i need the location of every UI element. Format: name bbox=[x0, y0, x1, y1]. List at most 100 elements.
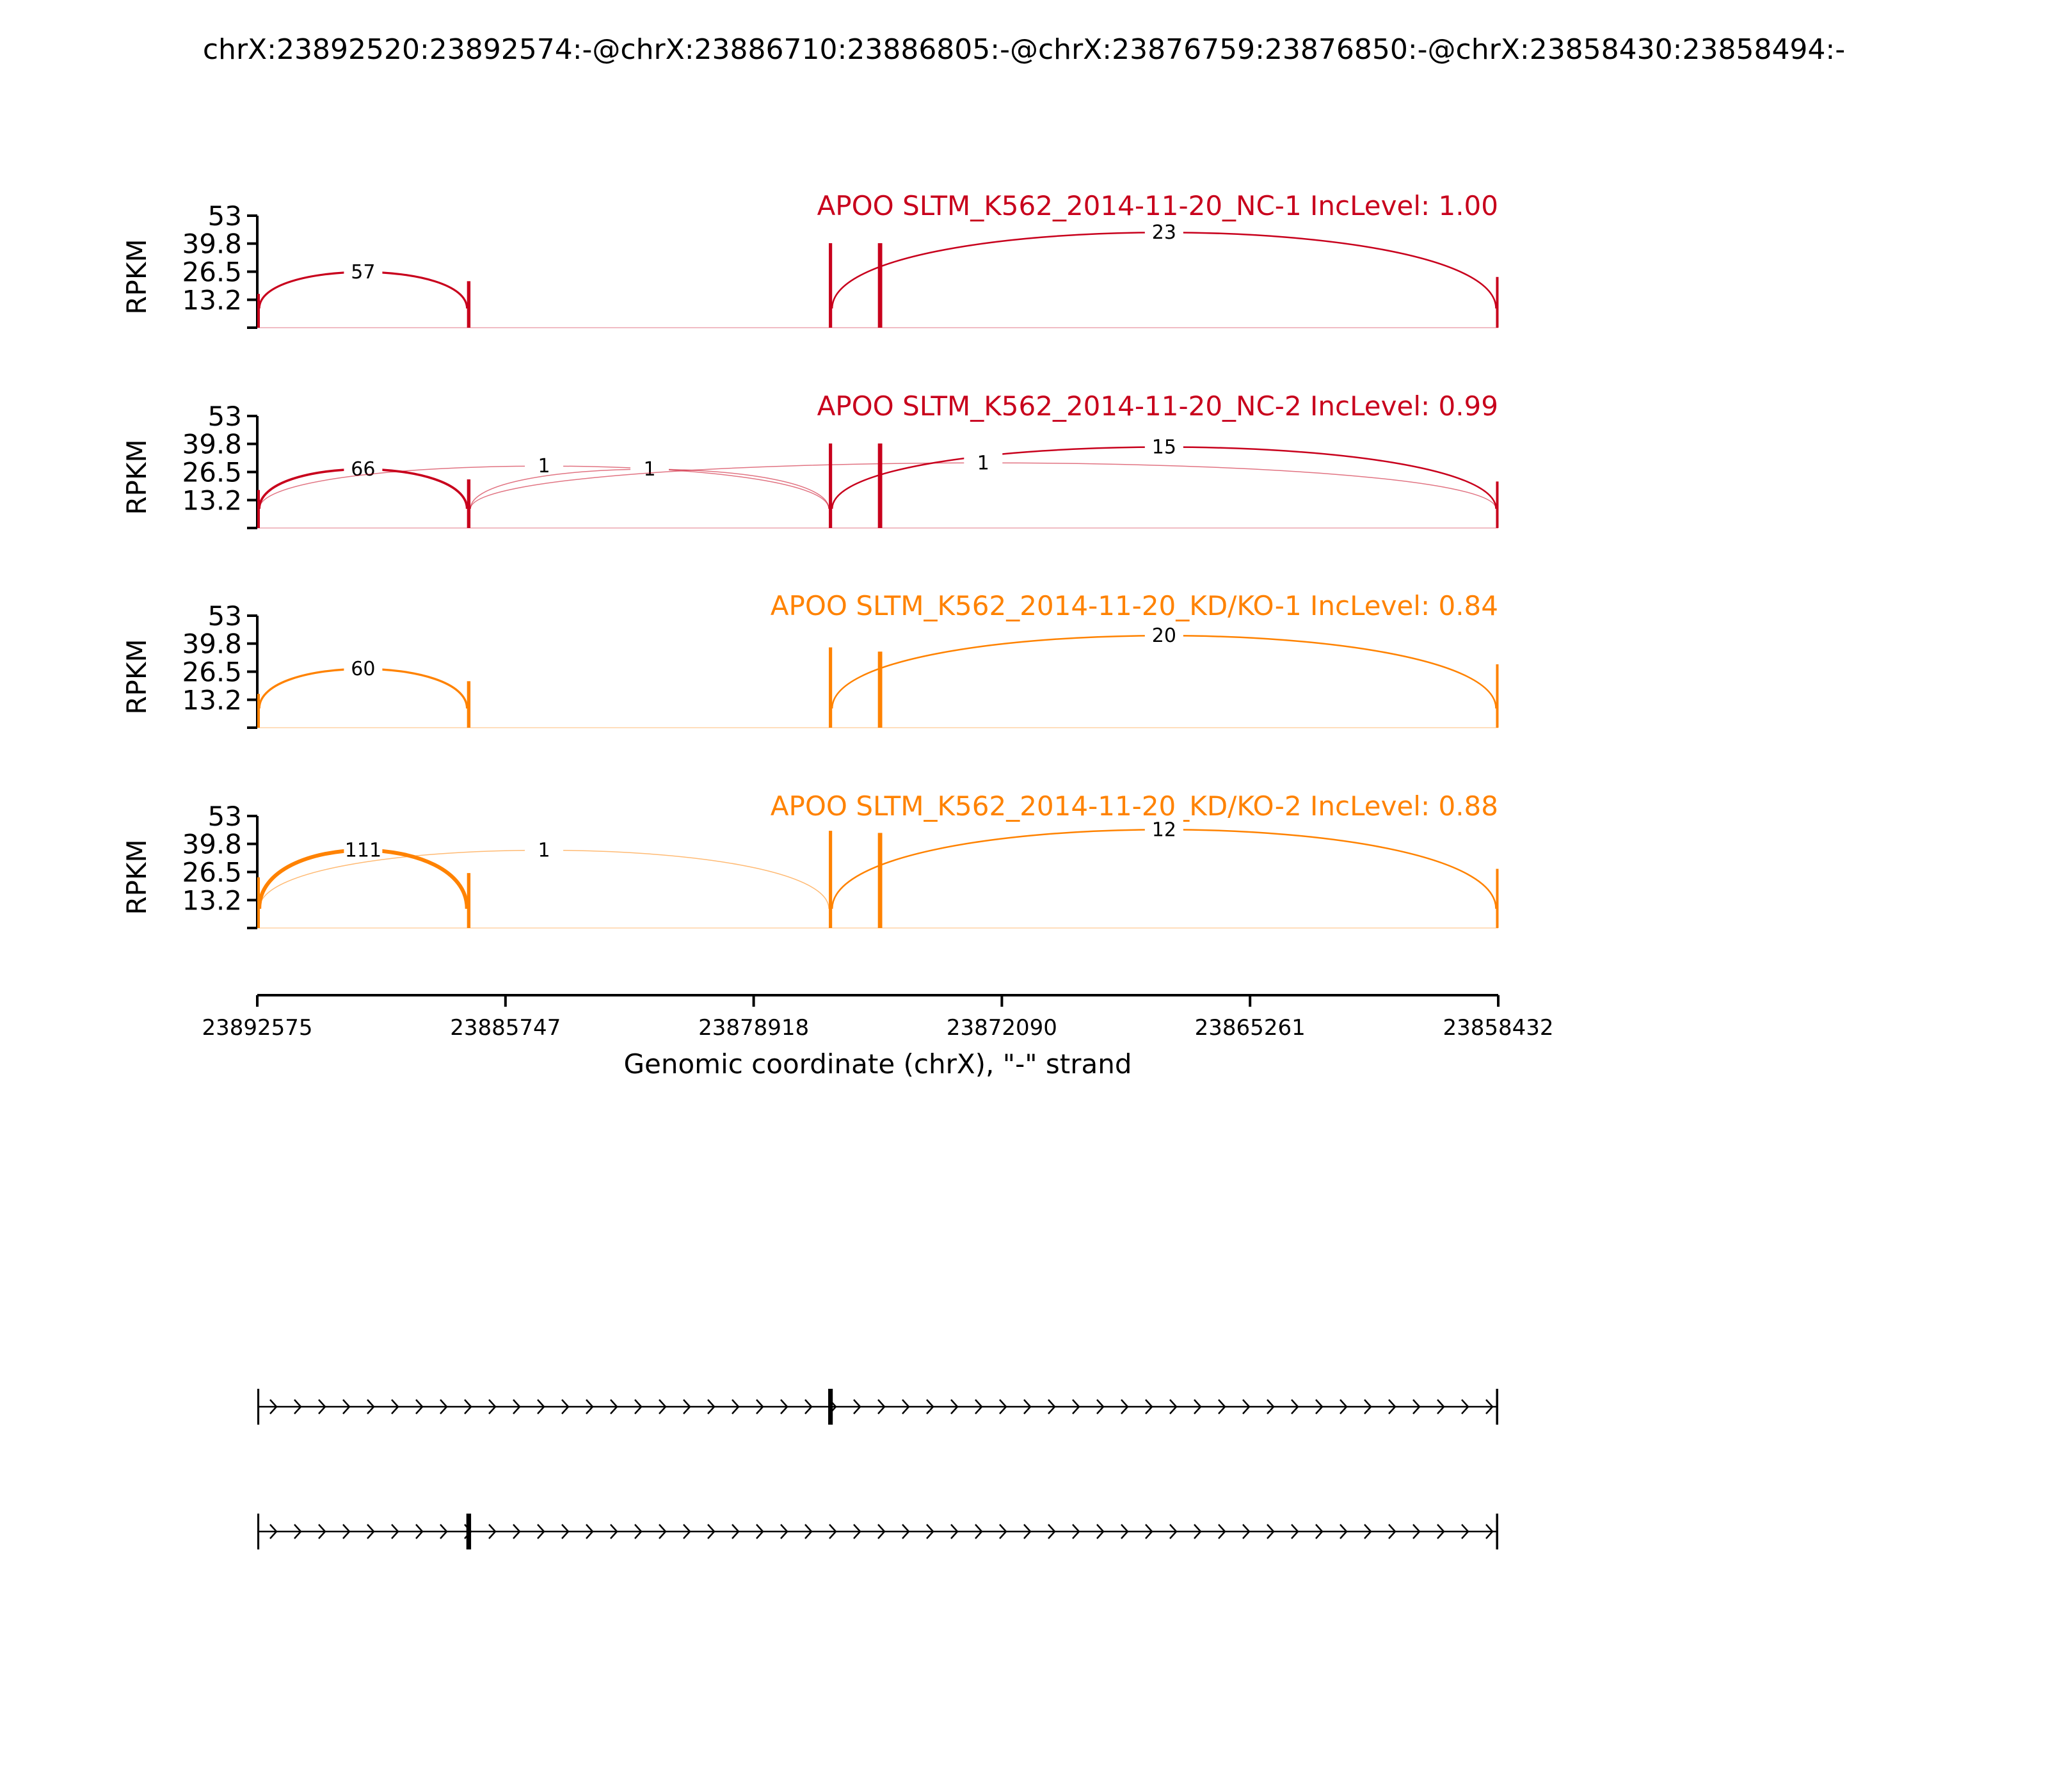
coverage-peak bbox=[1496, 664, 1499, 728]
strand-arrow bbox=[1023, 1524, 1032, 1539]
strand-arrow bbox=[634, 1399, 643, 1414]
coverage-peak bbox=[467, 681, 471, 728]
genomic-coordinate-axis: 23892575 23885747 23878918 23872090 23865261… bbox=[202, 994, 1554, 1080]
junction-label-bg bbox=[630, 456, 669, 480]
junction-count-label: 1 bbox=[538, 455, 550, 477]
strand-arrow bbox=[804, 1399, 813, 1414]
junction-count-label: 12 bbox=[1152, 819, 1176, 841]
strand-arrow bbox=[440, 1399, 448, 1414]
strand-arrow bbox=[1388, 1399, 1396, 1414]
strand-arrow bbox=[586, 1524, 594, 1539]
x-axis-label: Genomic coordinate (chrX), "-" strand bbox=[623, 1048, 1132, 1080]
strand-arrow bbox=[1048, 1524, 1056, 1539]
y-axis-label: RPKM bbox=[121, 639, 152, 714]
exon-block bbox=[466, 1514, 472, 1549]
junction-label-bg bbox=[344, 259, 383, 283]
strand-arrow bbox=[1169, 1524, 1178, 1539]
exon-block bbox=[257, 1389, 260, 1425]
strand-arrow bbox=[1267, 1524, 1275, 1539]
strand-arrow bbox=[1096, 1524, 1105, 1539]
junction-count-label: 15 bbox=[1152, 436, 1176, 458]
strand-arrow bbox=[415, 1524, 424, 1539]
strand-arrow bbox=[1121, 1524, 1129, 1539]
sashimi-track: APOO SLTM_K562_2014-11-20_NC-1 IncLevel:… bbox=[121, 190, 1499, 329]
y-tick-label: 13.2 bbox=[182, 684, 242, 716]
y-tick-label: 39.8 bbox=[182, 228, 242, 260]
track-title: APOO SLTM_K562_2014-11-20_NC-1 IncLevel:… bbox=[817, 190, 1498, 221]
strand-arrow bbox=[537, 1524, 545, 1539]
strand-arrow bbox=[780, 1399, 788, 1414]
junction-label-bg bbox=[344, 656, 383, 680]
y-tick-label: 26.5 bbox=[182, 657, 242, 688]
coverage-peak bbox=[1496, 481, 1499, 528]
strand-arrow bbox=[1340, 1524, 1348, 1539]
strand-arrow bbox=[950, 1399, 959, 1414]
strand-arrow bbox=[732, 1399, 740, 1414]
sashimi-tracks: APOO SLTM_K562_2014-11-20_NC-1 IncLevel:… bbox=[121, 190, 1499, 929]
sashimi-track: APOO SLTM_K562_2014-11-20_KD/KO-1 IncLev… bbox=[121, 590, 1499, 729]
strand-arrow bbox=[1267, 1399, 1275, 1414]
coverage-peak bbox=[1496, 276, 1499, 328]
strand-arrow bbox=[561, 1399, 570, 1414]
strand-arrow bbox=[1437, 1399, 1445, 1414]
junction-label-bg bbox=[964, 450, 1003, 474]
sashimi-track: APOO SLTM_K562_2014-11-20_NC-2 IncLevel:… bbox=[121, 390, 1499, 529]
junction-count-label: 20 bbox=[1152, 625, 1176, 647]
strand-arrow bbox=[269, 1399, 278, 1414]
y-tick-label: 13.2 bbox=[182, 484, 242, 516]
track-title: APOO SLTM_K562_2014-11-20_KD/KO-2 IncLev… bbox=[771, 790, 1498, 822]
strand-arrow bbox=[1485, 1524, 1494, 1539]
coverage-peak bbox=[877, 833, 883, 928]
strand-arrow bbox=[780, 1524, 788, 1539]
x-tick-label: 23878918 bbox=[698, 1015, 809, 1041]
y-axis-label: RPKM bbox=[121, 239, 152, 314]
y-tick-label: 53 bbox=[208, 600, 242, 632]
junction-count-label: 60 bbox=[351, 658, 375, 680]
junction-label-bg bbox=[525, 453, 564, 477]
sashimi-track: APOO SLTM_K562_2014-11-20_KD/KO-2 IncLev… bbox=[121, 790, 1499, 929]
strand-arrow bbox=[999, 1524, 1007, 1539]
strand-arrow bbox=[732, 1524, 740, 1539]
junction-count-label: 111 bbox=[345, 839, 381, 861]
strand-arrow bbox=[659, 1524, 667, 1539]
strand-arrow bbox=[537, 1399, 545, 1414]
coverage-peak bbox=[467, 281, 471, 328]
strand-arrow bbox=[683, 1524, 691, 1539]
coverage-peak bbox=[877, 243, 883, 328]
strand-arrow bbox=[950, 1524, 959, 1539]
strand-arrow bbox=[1145, 1524, 1153, 1539]
strand-arrow bbox=[294, 1524, 302, 1539]
strand-arrow bbox=[561, 1524, 570, 1539]
x-tick-label: 23858432 bbox=[1443, 1015, 1553, 1041]
strand-arrow bbox=[1315, 1399, 1324, 1414]
junction-label-bg bbox=[1144, 623, 1183, 646]
junction-label-bg bbox=[344, 456, 383, 480]
strand-arrow bbox=[1023, 1399, 1032, 1414]
strand-arrow bbox=[756, 1524, 764, 1539]
strand-arrow bbox=[1412, 1524, 1421, 1539]
x-tick-label: 23885747 bbox=[450, 1015, 561, 1041]
strand-arrow bbox=[391, 1524, 399, 1539]
strand-arrow bbox=[342, 1524, 351, 1539]
y-tick-label: 26.5 bbox=[182, 457, 242, 488]
y-tick-label: 26.5 bbox=[182, 257, 242, 288]
track-title: APOO SLTM_K562_2014-11-20_KD/KO-1 IncLev… bbox=[771, 590, 1498, 621]
strand-arrow bbox=[1437, 1524, 1445, 1539]
strand-arrow bbox=[707, 1399, 716, 1414]
strand-arrow bbox=[1194, 1399, 1202, 1414]
coverage-peak bbox=[467, 873, 471, 928]
junction-label-bg bbox=[525, 837, 564, 861]
strand-arrow bbox=[415, 1399, 424, 1414]
strand-arrow bbox=[877, 1399, 886, 1414]
strand-arrow bbox=[1461, 1524, 1469, 1539]
coverage-peak bbox=[877, 652, 883, 728]
strand-arrow bbox=[269, 1524, 278, 1539]
x-tick-label: 23865261 bbox=[1195, 1015, 1306, 1041]
y-tick-label: 53 bbox=[208, 401, 242, 432]
y-tick-label: 39.8 bbox=[182, 429, 242, 460]
strand-arrow bbox=[367, 1399, 375, 1414]
y-tick-label: 13.2 bbox=[182, 284, 242, 316]
track-title: APOO SLTM_K562_2014-11-20_NC-2 IncLevel:… bbox=[817, 390, 1498, 422]
figure-title: chrX:23892520:23892574:-@chrX:23886710:2… bbox=[203, 33, 1845, 66]
